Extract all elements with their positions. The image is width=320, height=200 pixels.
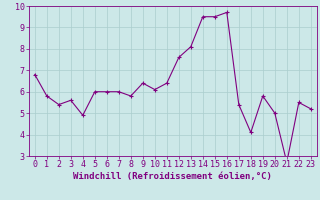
X-axis label: Windchill (Refroidissement éolien,°C): Windchill (Refroidissement éolien,°C) [73, 172, 272, 181]
